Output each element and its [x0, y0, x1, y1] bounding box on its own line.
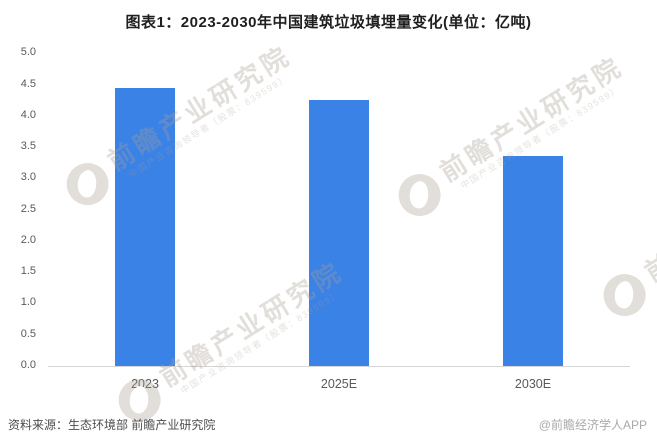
x-axis-line [48, 366, 630, 367]
watermark-main-text: 前瞻产业研究院 [639, 150, 657, 288]
chart-title: 图表1：2023-2030年中国建筑垃圾填埋量变化(单位：亿吨) [125, 14, 532, 31]
bar-2030E [503, 155, 563, 366]
y-tick-label: 0.5 [20, 327, 36, 340]
y-tick-label: 0.0 [20, 359, 36, 371]
y-tick-label: 3.0 [20, 171, 36, 184]
y-tick-label: 4.0 [20, 108, 36, 121]
y-tick-label: 5.0 [20, 46, 36, 59]
brand-credit: @前瞻经济学人APP [538, 418, 647, 432]
y-tick-label: 3.5 [20, 140, 36, 153]
y-tick-label: 2.5 [20, 202, 36, 215]
y-tick-label: 1.0 [20, 296, 36, 309]
x-axis-label-2023: 2023 [131, 377, 159, 391]
y-tick-label: 1.5 [20, 265, 36, 278]
bar-2025E [309, 100, 369, 366]
watermark: 前瞻产业研究院中国产业咨询领导者（股票：839599） [58, 39, 303, 213]
bar-2023 [115, 87, 175, 366]
qianzhan-bird-logo [58, 155, 117, 213]
qianzhan-bird-logo [595, 266, 654, 324]
x-axis-label-2025E: 2025E [320, 377, 358, 391]
source-note: 资料来源：生态环境部 前瞻产业研究院 [8, 418, 216, 432]
y-tick-label: 4.5 [20, 77, 36, 90]
y-tick-label: 2.0 [20, 233, 36, 246]
x-axis-label-2030E: 2030E [514, 377, 552, 391]
qianzhan-bird-logo [390, 166, 449, 224]
